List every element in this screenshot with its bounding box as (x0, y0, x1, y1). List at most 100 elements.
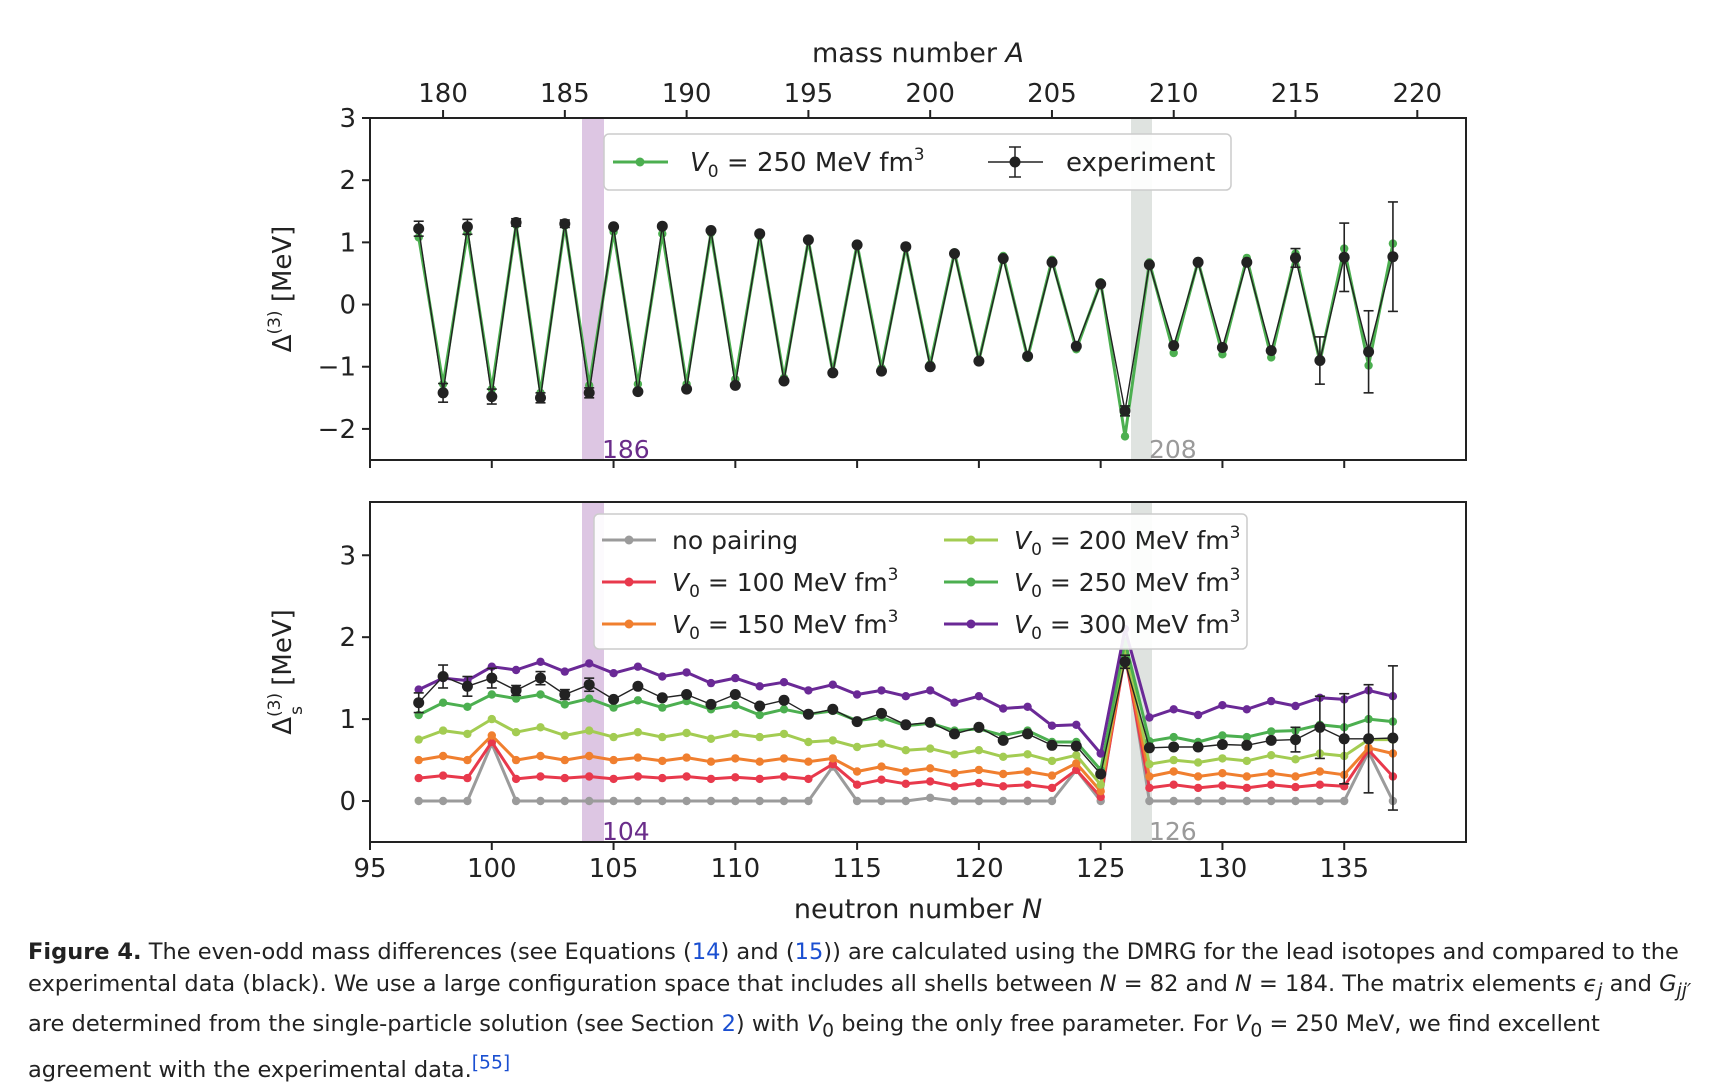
data-point-v200 (731, 729, 740, 739)
data-point-v300 (536, 657, 545, 666)
data-point-v300 (1096, 749, 1105, 758)
data-point-v150 (511, 755, 521, 765)
data-point-v100 (682, 772, 691, 781)
data-point-v200 (487, 714, 496, 724)
top-tick-label: 205 (1027, 79, 1077, 109)
data-point-v300 (633, 662, 643, 671)
data-point-v300 (974, 692, 984, 701)
data-point-v200 (706, 734, 716, 743)
x-tick-label: 120 (954, 854, 1004, 884)
data-point-no_pairing (1193, 796, 1203, 806)
data-point-v300 (1145, 713, 1154, 722)
x-tick-label: 105 (589, 854, 639, 884)
data-point-v250 (438, 698, 448, 707)
data-point-v300 (1193, 710, 1203, 720)
data-point-v100 (1242, 783, 1252, 793)
data-point-v150 (1267, 769, 1276, 778)
y-tick-label: −1 (318, 353, 356, 383)
data-point-no_pairing (1315, 796, 1325, 806)
figure-caption-text: The even-odd mass differences (see Equat… (28, 939, 1692, 1083)
data-point-v250 (755, 710, 764, 720)
data-point-experiment (1290, 252, 1301, 264)
data-point-v100 (463, 773, 472, 783)
data-point-experiment (1046, 256, 1058, 268)
legend-label-no_pairing: no pairing (672, 526, 798, 555)
data-point-v150 (1169, 767, 1178, 776)
data-point-v250 (1169, 348, 1178, 358)
data-point-no_pairing (901, 796, 910, 806)
data-point-v250 (1218, 731, 1227, 740)
data-point-experiment (1095, 278, 1107, 290)
data-point-no_pairing (511, 796, 521, 806)
data-point-no_pairing (1047, 796, 1057, 806)
data-point-experiment (1022, 728, 1034, 740)
data-point-no_pairing (779, 796, 789, 806)
top-tick-label: 195 (784, 79, 834, 109)
data-point-experiment (924, 361, 936, 373)
data-point-v100 (560, 773, 569, 783)
data-point-no_pairing (731, 796, 740, 806)
data-point-v250 (731, 701, 740, 710)
legend-label-v250: V0 = 250 MeV fm3 (1014, 565, 1240, 602)
data-point-experiment (1387, 251, 1399, 263)
data-point-experiment (1046, 739, 1058, 751)
data-point-experiment (876, 707, 887, 719)
data-point-v300 (950, 698, 959, 707)
data-point-experiment (535, 392, 546, 404)
top-tick-label: 185 (540, 79, 590, 109)
data-point-v100 (438, 771, 448, 780)
data-point-v100 (1267, 780, 1276, 789)
data-point-v150 (536, 751, 545, 761)
data-point-v200 (511, 728, 521, 737)
data-point-experiment (413, 223, 425, 235)
data-point-experiment (608, 221, 620, 233)
y-tick-label: 1 (339, 228, 356, 258)
data-point-v200 (901, 746, 910, 755)
top-tick-label: 210 (1149, 79, 1199, 109)
data-point-v300 (414, 685, 423, 694)
legend-marker-v200 (966, 535, 976, 545)
data-point-experiment (876, 365, 887, 377)
data-point-v300 (1267, 696, 1276, 706)
data-point-v150 (438, 751, 448, 761)
data-point-v300 (804, 686, 813, 695)
data-point-experiment (705, 225, 717, 236)
data-point-v200 (682, 728, 691, 738)
legend-marker-v250 (966, 577, 976, 587)
data-point-v300 (828, 680, 837, 689)
data-point-experiment (1216, 739, 1228, 750)
band-label-126: 126 (1149, 817, 1197, 846)
data-point-no_pairing (852, 796, 862, 806)
data-point-v100 (999, 782, 1008, 791)
data-point-v200 (926, 744, 935, 753)
data-point-no_pairing (633, 796, 643, 806)
data-point-v250 (633, 696, 643, 705)
data-point-v250 (1169, 732, 1178, 742)
x-tick-label: 110 (711, 854, 761, 884)
band-label-104: 104 (602, 817, 650, 846)
data-point-v200 (828, 736, 837, 745)
top-ylabel: Δ(3) [MeV] (265, 226, 298, 353)
data-point-v250 (463, 702, 472, 711)
data-point-experiment (949, 248, 960, 260)
data-point-no_pairing (1291, 796, 1300, 806)
data-point-v300 (1072, 720, 1081, 729)
data-point-experiment (997, 253, 1009, 264)
data-point-v100 (731, 773, 740, 782)
data-point-experiment (632, 386, 644, 398)
top-tick-label: 215 (1271, 79, 1321, 109)
bottom-axes: 95 100 105 110 115 120 125 130 135 0 1 2 3 (339, 541, 1369, 884)
data-point-v300 (1218, 701, 1227, 710)
top-axes: 180 185 190 195 200 205 210 215 220 −2 −1 0 1 2 3 (318, 79, 1442, 468)
data-point-v200 (585, 726, 594, 735)
data-point-v100 (901, 779, 910, 788)
data-point-v200 (1072, 751, 1081, 760)
data-point-v150 (926, 764, 935, 773)
y-tick-label: −2 (318, 415, 356, 445)
data-point-v200 (999, 752, 1008, 761)
data-point-experiment (535, 672, 546, 684)
data-point-experiment (1314, 721, 1326, 733)
data-point-v150 (950, 769, 959, 778)
data-point-v150 (609, 755, 618, 765)
data-point-experiment (681, 689, 693, 700)
